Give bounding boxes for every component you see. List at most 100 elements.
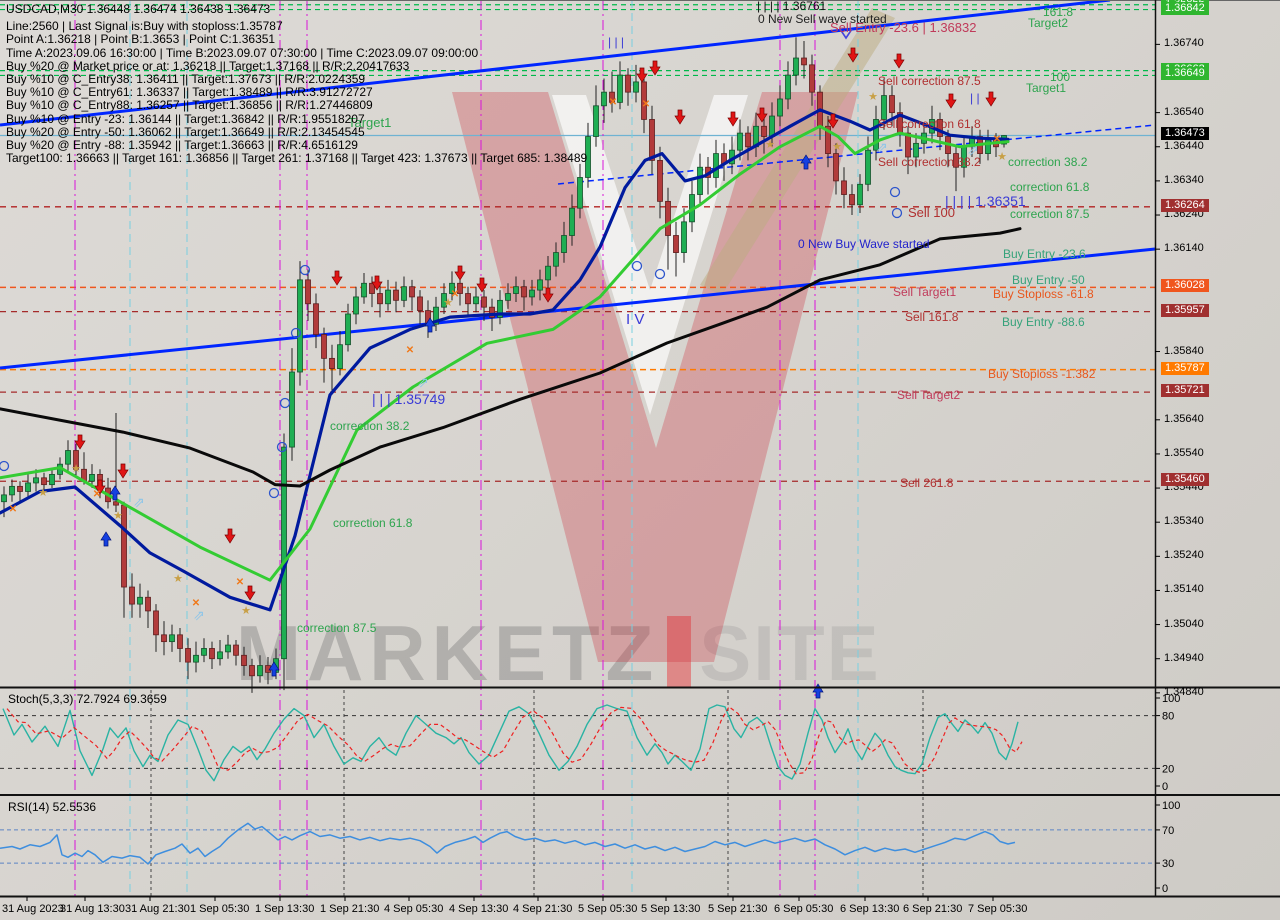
watermark-divider (667, 616, 692, 688)
time-axis[interactable]: 31 Aug 2023 31 Aug 13:30 31 Aug 21:30 1 Sep… (0, 901, 1280, 920)
candle (377, 293, 383, 305)
candle (881, 95, 887, 120)
sell-arrow-icon (244, 585, 256, 601)
cross-icon: ✕ (192, 598, 200, 609)
pivot-circle-icon (268, 487, 280, 499)
time-axis-label: 1 Sep 21:30 (320, 903, 380, 915)
chart-label: Sell 261.8 (900, 476, 954, 490)
candle (33, 477, 39, 484)
candle (761, 125, 767, 137)
candle (145, 596, 151, 612)
candle (257, 665, 263, 677)
cross-icon: ✕ (9, 504, 17, 515)
candle (481, 296, 487, 308)
rsi-scale-label: 30 (1162, 858, 1174, 870)
candle (865, 149, 871, 185)
chart-label: correction 87.5 (1010, 207, 1090, 221)
time-axis-label: 4 Sep 13:30 (449, 903, 509, 915)
sell-arrow-icon (827, 113, 839, 129)
stoch-scale-label: 0 (1162, 781, 1168, 793)
candle (737, 132, 743, 151)
price-tick: 1.35340 (1164, 515, 1204, 528)
buy-market-line: Buy %20 @ Market price or at: 1.36218 ||… (6, 58, 410, 73)
chart-label: | | | 1.35749 (372, 391, 445, 407)
sell-arrow-icon (331, 270, 343, 286)
sell-arrow-icon (94, 479, 106, 495)
candle (297, 279, 303, 373)
chart-label: correction 87.5 (297, 621, 377, 635)
candle (825, 125, 831, 154)
indicator-title-rsi: RSI(14) 52.5536 (8, 800, 97, 814)
candle (1, 494, 7, 503)
candle (585, 136, 591, 178)
chart-label: Target1 (1026, 81, 1066, 95)
candle (417, 296, 423, 311)
price-level-badge: 1.35957 (1161, 303, 1209, 317)
rsi-scale-label: 100 (1162, 800, 1180, 812)
pivot-circle-icon (654, 268, 666, 280)
hollow-arrow-icon: ⇗ (967, 142, 979, 158)
price-level-badge: 1.36028 (1161, 279, 1209, 293)
current-price-badge: 1.36473 (1161, 127, 1209, 141)
candle (769, 115, 775, 137)
sell-arrow-icon (649, 60, 661, 76)
stoch-scale-label: 100 (1162, 693, 1180, 705)
candle (889, 95, 895, 114)
chart-label: 100 (1050, 70, 1070, 84)
chart-label: | | | | 1.36761 (757, 0, 827, 13)
sell-arrow-icon (117, 463, 129, 479)
buy-arrow-icon (424, 317, 436, 333)
buy-arrow-icon (109, 485, 121, 501)
candle (625, 74, 631, 93)
candle (305, 279, 311, 305)
candle (913, 142, 919, 158)
pivot-circle-icon (889, 186, 901, 198)
buy-arrow-icon (100, 531, 112, 547)
chart-label: Buy Entry -23.6 (1003, 247, 1086, 261)
candle (537, 279, 543, 291)
candle (137, 596, 143, 605)
sell-arrow-icon (727, 111, 739, 127)
pivot-circle-icon (290, 327, 302, 339)
cross-icon: ✕ (93, 489, 101, 500)
price-level-badge: 1.36264 (1161, 198, 1209, 212)
logo-tan-band (700, 8, 895, 295)
candle (505, 293, 511, 301)
time-axis-label: 4 Sep 05:30 (384, 903, 444, 915)
price-level-badge: 1.35787 (1161, 361, 1209, 375)
price-axis[interactable]: 1.36740 1.36540 1.36440 1.36340 1.36240 1.361… (1156, 0, 1280, 897)
candle (953, 153, 959, 168)
candle (449, 282, 455, 294)
candle (337, 344, 343, 370)
stoch-k-line (2, 704, 1019, 782)
cross-icon: ✕ (406, 345, 414, 356)
candle (329, 357, 335, 370)
candle (177, 634, 183, 649)
price-tick: 1.35040 (1164, 617, 1204, 630)
price-tick: 1.36740 (1164, 37, 1204, 50)
candle (641, 81, 647, 120)
chart-label: Buy Entry -88.6 (1002, 315, 1085, 329)
time-axis-label: 31 Aug 13:30 (60, 903, 125, 915)
chart-label: correction 38.2 (330, 419, 410, 433)
star-icon: ★ (832, 141, 842, 153)
candle (353, 296, 359, 315)
candle (185, 648, 191, 663)
ma-navy (0, 108, 1010, 612)
candle (169, 634, 175, 643)
star-icon: ★ (38, 487, 48, 499)
star-icon: ★ (71, 463, 81, 475)
time-axis-label: 7 Sep 05:30 (968, 903, 1028, 915)
candle (873, 119, 879, 151)
candle (345, 313, 351, 346)
targets-line: Target100: 1.36663 || Target 161: 1.3685… (6, 151, 588, 166)
candle (441, 293, 447, 308)
watermark-light: SITE (699, 609, 881, 697)
rsi-scale-label: 70 (1162, 825, 1174, 837)
chart-label: Sell correction 61.8 (878, 117, 981, 131)
candle (225, 644, 231, 653)
chart-info-overlay: USDCAD,M30 1.36448 1.36474 1.36438 1.364… (6, 2, 588, 166)
candle (905, 132, 911, 158)
sell-arrow-icon (454, 265, 466, 281)
